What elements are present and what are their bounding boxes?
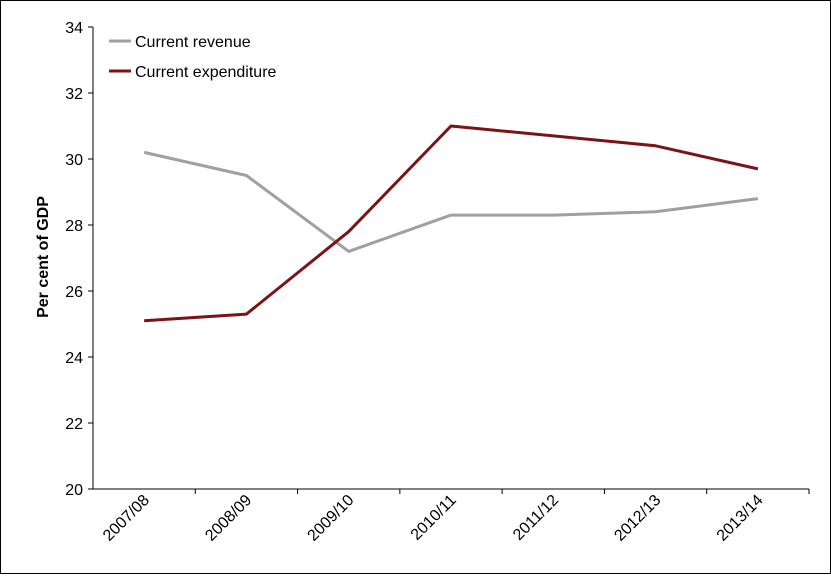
x-tick-label: 2011/12 — [510, 492, 562, 544]
x-tick-label: 2012/13 — [611, 492, 664, 545]
series-lines — [143, 124, 759, 323]
series-line-2 — [144, 124, 759, 323]
legend-label: Current revenue — [135, 34, 251, 51]
x-tick-label: 2013/14 — [714, 492, 767, 545]
y-tick-label: 24 — [65, 350, 83, 367]
y-tick-label: 30 — [65, 152, 83, 169]
y-axis-label: Per cent of GDP — [35, 196, 52, 318]
x-tick-label: 2008/09 — [202, 492, 255, 545]
legend: Current revenue Current expenditure — [109, 34, 277, 81]
legend-label: Current expenditure — [135, 64, 277, 81]
x-tick-label: 2007/08 — [100, 492, 153, 545]
x-tick-label: 2010/11 — [408, 492, 460, 544]
x-tick-label: 2009/10 — [305, 492, 358, 545]
y-tick-label: 26 — [65, 284, 83, 301]
series-line-1 — [143, 150, 759, 253]
y-tick-label: 34 — [65, 20, 83, 37]
y-tick-label: 32 — [65, 86, 83, 103]
y-tick-labels: 20 22 24 26 28 30 32 34 — [65, 20, 83, 499]
y-tick-label: 28 — [65, 218, 83, 235]
y-tick-label: 22 — [65, 416, 83, 433]
axes — [88, 26, 810, 494]
y-tick-label: 20 — [65, 482, 83, 499]
x-tick-labels: 2007/08 2008/09 2009/10 2010/11 2011/12 2012/… — [100, 492, 767, 545]
